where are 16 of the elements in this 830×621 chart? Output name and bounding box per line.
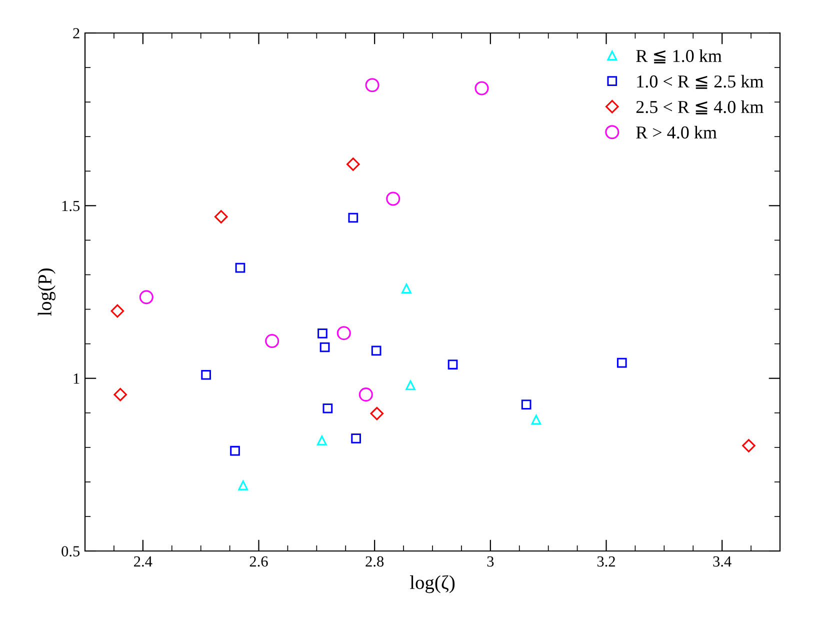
y-tick-label: 0.5 [62,546,80,557]
legend-label: R > 4.0 km [636,126,717,139]
y-tick-label: 2 [73,28,80,38]
legend-label: 1.0 < R ≦ 2.5 km [637,74,764,89]
x-tick-label: 3 [487,556,494,567]
legend-label: R ≦ 1.0 km [636,49,722,64]
x-tick-label: 3.2 [597,556,615,567]
x-tick-label: 2.8 [366,556,384,567]
y-tick-label: 1 [74,374,80,384]
x-tick-label: 2.6 [250,556,268,567]
y-axis-title: log(P) [38,268,56,316]
x-tick-label: 3.4 [713,556,732,567]
legend-label: 2.5 < R ≦ 4.0 km [636,100,764,114]
y-tick-label: 1.5 [62,200,80,212]
x-axis-title: log(ζ) [410,575,455,594]
x-tick-label: 2.4 [134,556,152,567]
